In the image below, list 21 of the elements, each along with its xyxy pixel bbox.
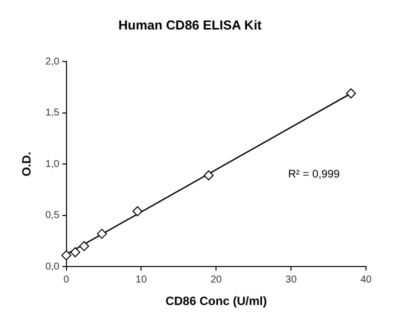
point — [204, 170, 214, 180]
point — [61, 250, 72, 260]
point — [70, 247, 80, 258]
y-axis-title: O.D. — [20, 152, 34, 176]
x-tick-label: 20 — [210, 274, 222, 286]
point — [79, 241, 90, 252]
y-tick-label: 1,0 — [45, 158, 60, 170]
x-axis-title: CD86 Conc (U/ml) — [165, 294, 267, 308]
y-tick-label: 2,0 — [45, 56, 60, 68]
x-tick-label: 40 — [360, 274, 372, 286]
x-tick-label: 10 — [136, 274, 148, 286]
annotation: R² = 0,999 — [288, 168, 340, 180]
point — [346, 88, 356, 98]
chart-title: Human CD86 ELISA Kit — [118, 17, 262, 32]
point — [96, 228, 107, 239]
point — [132, 206, 142, 216]
x-tick-label: 30 — [286, 274, 298, 286]
y-tick-label: 1,5 — [45, 108, 60, 119]
y-tick-label: 0,0 — [45, 261, 60, 272]
x-tick-label: 0 — [64, 274, 70, 286]
y-tick-label: 0,5 — [45, 210, 60, 222]
